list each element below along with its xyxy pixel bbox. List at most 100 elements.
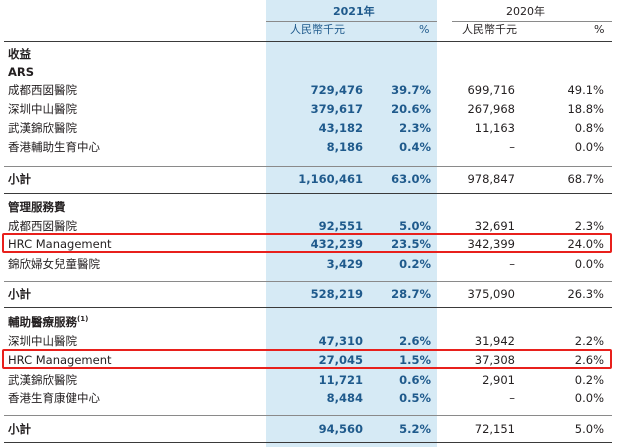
subtotal-rule-bottom [4, 307, 612, 308]
value-2020: 2,901 [482, 373, 515, 387]
percent-2020: 0.0% [574, 391, 604, 405]
revenue-title: 收益 [8, 47, 31, 61]
subtotal-value-2020: 72,151 [474, 422, 515, 436]
row-label: 香港生育康健中心 [8, 391, 100, 405]
year-2021-column-shading [266, 0, 437, 447]
value-2020: 342,399 [467, 237, 515, 251]
section-title-management: 管理服務費 [0, 198, 617, 216]
row-label: HRC Management [8, 353, 112, 367]
value-2020: 267,968 [467, 102, 515, 116]
row-label: 深圳中山醫院 [8, 334, 77, 348]
table-row: 香港生育康健中心 8,484 0.5% – 0.0% [0, 389, 617, 407]
subtotal-value-2021: 1,160,461 [298, 172, 363, 186]
section-title-revenue: 收益 [0, 45, 617, 63]
value-2021: 27,045 [318, 353, 363, 367]
header-year-2020: 2020年 [506, 5, 545, 18]
value-2020: 699,716 [467, 83, 515, 97]
percent-2021: 0.6% [399, 373, 431, 387]
percent-2021: 0.5% [399, 391, 431, 405]
table-row: 錦欣婦女兒童醫院 3,429 0.2% – 0.0% [0, 255, 617, 273]
subtotal-percent-2020: 26.3% [567, 287, 604, 301]
row-label: 香港輔助生育中心 [8, 140, 100, 154]
header-percent-2021: % [419, 23, 430, 36]
management-title: 管理服務費 [8, 200, 66, 214]
value-2021: 8,186 [326, 140, 363, 154]
table-row: 武漢錦欣醫院 11,721 0.6% 2,901 0.2% [0, 371, 617, 389]
table-row: 香港輔助生育中心 8,186 0.4% – 0.0% [0, 138, 617, 156]
table-row-highlighted: HRC Management 27,045 1.5% 37,308 2.6% [0, 351, 617, 369]
subtotal-row-management: 小計 528,219 28.7% 375,090 26.3% [0, 285, 617, 303]
value-2020: 32,691 [474, 219, 515, 233]
percent-2020: 49.1% [567, 83, 604, 97]
footnote-marker: (1) [77, 315, 89, 324]
value-2021: 3,429 [326, 257, 363, 271]
divider-2021-header [266, 21, 437, 22]
percent-2021: 23.5% [391, 237, 431, 251]
subtotal-row-revenue: 小計 1,160,461 63.0% 978,847 68.7% [0, 170, 617, 188]
percent-2020: 0.0% [574, 257, 604, 271]
table-row: 深圳中山醫院 47,310 2.6% 31,942 2.2% [0, 332, 617, 350]
row-label: 武漢錦欣醫院 [8, 373, 77, 387]
section-title-ancillary: 輔助醫療服務(1) [0, 313, 617, 331]
subtotal-label: 小計 [8, 172, 31, 186]
subtotal-rule-bottom [4, 442, 612, 443]
row-label: 成都西囡醫院 [8, 83, 77, 97]
row-label: 成都西囡醫院 [8, 219, 77, 233]
value-2021: 92,551 [318, 219, 363, 233]
value-2021: 8,484 [326, 391, 363, 405]
highlight-box-management [2, 233, 612, 253]
percent-2021: 1.5% [399, 353, 431, 367]
subtotal-percent-2020: 68.7% [567, 172, 604, 186]
section-subtitle-ars: ARS [0, 63, 617, 81]
table-row: 武漢錦欣醫院 43,182 2.3% 11,163 0.8% [0, 119, 617, 137]
subtotal-value-2020: 375,090 [467, 287, 515, 301]
header-units-row: 人民幣千元 % 人民幣千元 % [0, 21, 617, 39]
subtotal-value-2021: 528,219 [310, 287, 363, 301]
percent-2021: 39.7% [391, 83, 431, 97]
value-2020: 31,942 [474, 334, 515, 348]
percent-2021: 0.4% [399, 140, 431, 154]
subtotal-value-2021: 94,560 [318, 422, 363, 436]
percent-2021: 2.3% [399, 121, 431, 135]
subtotal-percent-2021: 63.0% [391, 172, 431, 186]
percent-2021: 0.2% [399, 257, 431, 271]
divider-2020-header [452, 21, 612, 22]
percent-2020: 2.2% [574, 334, 604, 348]
subtotal-row-ancillary: 小計 94,560 5.2% 72,151 5.0% [0, 420, 617, 438]
subtotal-rule-top [4, 415, 612, 416]
table-row: 深圳中山醫院 379,617 20.6% 267,968 18.8% [0, 100, 617, 118]
percent-2020: 0.0% [574, 140, 604, 154]
value-2020: 11,163 [474, 121, 515, 135]
subtotal-label: 小計 [8, 287, 31, 301]
percent-2020: 24.0% [567, 237, 604, 251]
highlight-box-ancillary [2, 349, 612, 369]
value-2020: – [509, 391, 515, 405]
header-currency-2020: 人民幣千元 [462, 23, 517, 36]
header-rule [4, 41, 612, 42]
subtotal-percent-2021: 28.7% [391, 287, 431, 301]
percent-2021: 20.6% [391, 102, 431, 116]
table-row: 成都西囡醫院 729,476 39.7% 699,716 49.1% [0, 81, 617, 99]
subtotal-label: 小計 [8, 422, 31, 436]
row-label: 武漢錦欣醫院 [8, 121, 77, 135]
table-row-highlighted: HRC Management 432,239 23.5% 342,399 24.… [0, 235, 617, 253]
percent-2020: 0.2% [574, 373, 604, 387]
row-label: 深圳中山醫院 [8, 102, 77, 116]
table-row: 成都西囡醫院 92,551 5.0% 32,691 2.3% [0, 217, 617, 235]
value-2020: 37,308 [474, 353, 515, 367]
value-2021: 729,476 [310, 83, 363, 97]
percent-2020: 2.3% [574, 219, 604, 233]
value-2021: 43,182 [318, 121, 363, 135]
subtotal-percent-2020: 5.0% [574, 422, 604, 436]
percent-2020: 18.8% [567, 102, 604, 116]
value-2021: 11,721 [318, 373, 363, 387]
value-2021: 432,239 [310, 237, 363, 251]
percent-2021: 5.0% [399, 219, 431, 233]
subtotal-rule-top [4, 281, 612, 282]
subtotal-rule-bottom [4, 193, 612, 194]
ancillary-title: 輔助醫療服務(1) [8, 315, 89, 329]
value-2020: – [509, 140, 515, 154]
subtotal-rule-top [4, 166, 612, 167]
percent-2020: 2.6% [574, 353, 604, 367]
value-2021: 379,617 [310, 102, 363, 116]
